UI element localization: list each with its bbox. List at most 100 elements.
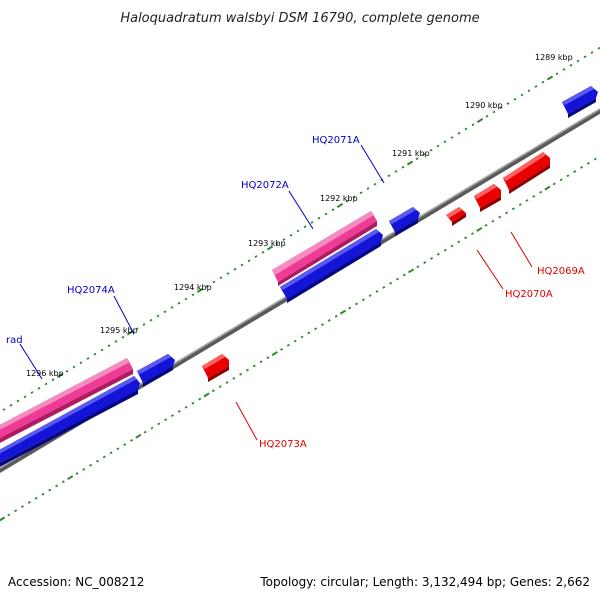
minor-tick (55, 484, 59, 488)
gene-label-rad: rad (6, 335, 23, 346)
minor-tick (184, 297, 188, 301)
minor-tick (86, 357, 90, 360)
minor-tick (135, 327, 139, 331)
tick-label: 1293 kbp (248, 239, 286, 248)
minor-tick (296, 229, 300, 233)
major-tick (271, 351, 278, 356)
minor-tick (239, 372, 243, 376)
minor-tick (212, 280, 216, 284)
minor-tick (280, 348, 284, 351)
forward-gene (0, 376, 140, 467)
major-tick (203, 392, 210, 398)
minor-tick (72, 365, 76, 369)
tick-label: 1290 kbp (465, 101, 503, 110)
minor-tick (429, 148, 433, 152)
minor-tick (430, 257, 434, 260)
minor-tick (492, 110, 496, 114)
minor-tick (443, 140, 447, 144)
minor-tick (499, 106, 503, 110)
minor-tick (282, 238, 286, 241)
minor-tick (143, 430, 147, 434)
minor-tick (170, 306, 174, 309)
minor-tick (348, 306, 352, 310)
minor-tick (327, 319, 331, 322)
minor-tick (573, 170, 577, 173)
major-tick (67, 475, 74, 481)
minor-tick (569, 63, 573, 67)
accession-text: Accession: NC_008212 (8, 575, 144, 589)
minor-tick (150, 426, 154, 430)
major-tick (0, 516, 6, 522)
gene-label-hq2074a: HQ2074A (67, 285, 115, 296)
minor-tick (156, 314, 160, 318)
minor-tick (511, 207, 515, 211)
minor-tick (422, 153, 426, 156)
minor-tick (375, 290, 379, 293)
rna-feature (0, 358, 133, 443)
minor-tick (109, 451, 113, 455)
minor-tick (300, 335, 304, 339)
reverse-gene (474, 184, 501, 212)
rna-feature (272, 211, 377, 286)
minor-tick (51, 378, 55, 382)
inner-tick-row (0, 157, 597, 522)
minor-tick (164, 418, 168, 422)
minor-tick (355, 302, 359, 306)
reverse-gene (503, 152, 550, 194)
gene-label-hq2069a: HQ2069A (537, 266, 585, 277)
minor-tick (580, 166, 584, 169)
minor-tick (525, 199, 529, 202)
major-tick (476, 227, 483, 232)
minor-tick (293, 339, 297, 343)
minor-tick (416, 265, 420, 269)
minor-tick (218, 385, 222, 389)
minor-tick (232, 376, 236, 380)
minor-tick (75, 472, 79, 475)
minor-tick (520, 93, 524, 97)
minor-tick (394, 170, 398, 173)
minor-tick (116, 447, 120, 451)
minor-tick (254, 255, 258, 258)
tick-label: 1294 kbp (174, 283, 212, 292)
minor-tick (114, 340, 118, 343)
minor-tick (7, 513, 11, 517)
gene-label-hq2073a: HQ2073A (259, 439, 307, 450)
minor-tick (198, 397, 202, 401)
minor-tick (121, 335, 125, 339)
minor-tick (100, 348, 104, 352)
minor-tick (93, 352, 97, 356)
minor-tick (485, 114, 489, 118)
minor-tick (27, 501, 31, 504)
minor-tick (334, 314, 338, 318)
minor-tick (30, 391, 34, 394)
minor-tick (586, 161, 590, 165)
minor-tick (177, 301, 181, 305)
label-leaders (19, 144, 533, 441)
outer-tick-row (2, 46, 600, 411)
minor-tick (314, 327, 318, 331)
minor-tick (211, 389, 215, 393)
topology-summary: Topology: circular; Length: 3,132,494 bp… (259, 575, 590, 589)
minor-tick (373, 182, 377, 186)
minor-tick (266, 356, 270, 360)
minor-tick (450, 136, 454, 139)
minor-tick (464, 236, 468, 240)
minor-tick (41, 492, 45, 496)
minor-tick (310, 221, 314, 224)
major-tick (126, 330, 134, 336)
major-tick (196, 288, 204, 293)
forward-gene (280, 229, 383, 303)
minor-tick (382, 285, 386, 289)
major-tick (135, 433, 142, 439)
minor-tick (457, 131, 461, 135)
minor-tick (44, 382, 48, 386)
major-tick (476, 118, 484, 123)
minor-tick (79, 361, 83, 365)
minor-tick (163, 310, 167, 314)
minor-tick (331, 208, 335, 212)
minor-tick (65, 369, 69, 373)
minor-tick (401, 165, 405, 169)
minor-tick (484, 223, 488, 227)
gene-label-hq2072a: HQ2072A (241, 180, 289, 191)
